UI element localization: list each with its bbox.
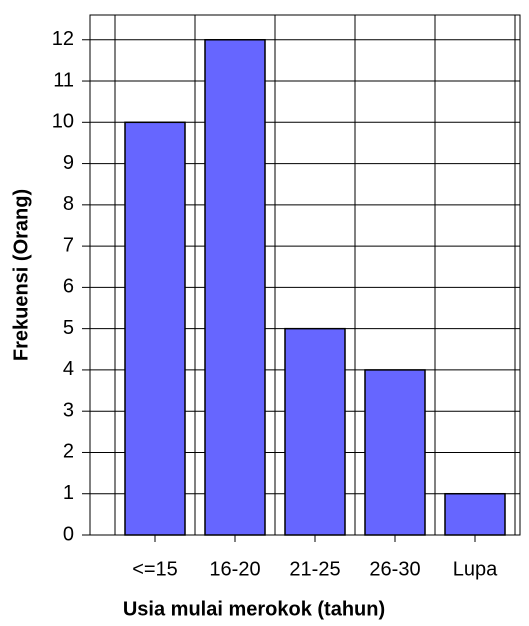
y-tick-label: 1 — [63, 482, 74, 504]
y-tick-label: 5 — [63, 317, 74, 339]
y-tick-label: 2 — [63, 441, 74, 463]
x-tick-label: 21-25 — [289, 558, 340, 580]
y-tick-label: 11 — [53, 69, 74, 91]
y-tick-label: 4 — [63, 358, 74, 380]
chart: Usia mulai merokok (tahun) Frekuensi (Or… — [0, 0, 529, 626]
y-tick-label: 0 — [63, 523, 74, 545]
y-tick-label: 10 — [52, 111, 74, 133]
y-tick-label: 6 — [63, 276, 74, 298]
bar — [445, 494, 505, 535]
x-tick-label: <=15 — [132, 558, 178, 580]
y-tick-label: 3 — [63, 399, 74, 421]
y-axis-label: Frekuensi (Orang) — [10, 189, 32, 361]
bar — [285, 329, 345, 535]
y-tick-label: 12 — [52, 28, 74, 50]
bar — [205, 40, 265, 535]
bar — [125, 122, 185, 535]
x-tick-label: 26-30 — [369, 558, 420, 580]
y-tick-label: 7 — [63, 234, 74, 256]
x-tick-label: Lupa — [453, 558, 498, 580]
x-tick-label: 16-20 — [209, 558, 260, 580]
y-tick-label: 9 — [63, 152, 74, 174]
y-tick-label: 8 — [63, 193, 74, 215]
bar — [365, 370, 425, 535]
x-axis-label: Usia mulai merokok (tahun) — [123, 598, 385, 620]
